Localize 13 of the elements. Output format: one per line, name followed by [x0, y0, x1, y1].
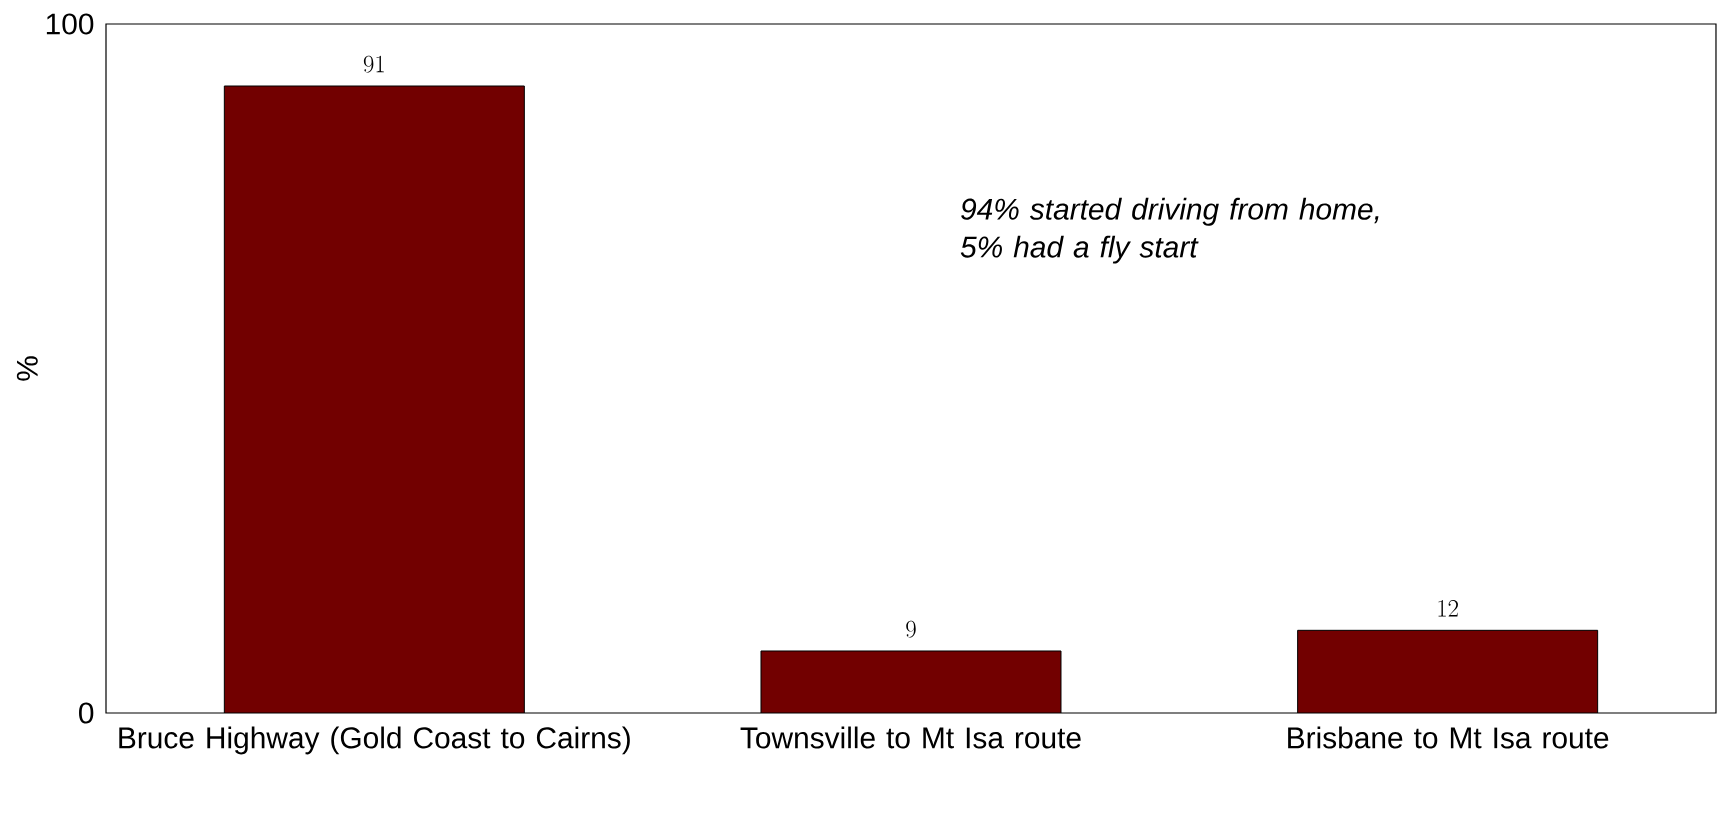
y-tick-label: 0 — [79, 702, 94, 724]
bar — [223, 85, 525, 713]
x-tick-label: Bruce Highway (Gold Coast to Cairns) — [119, 726, 630, 755]
x-tick-label: Brisbane to Mt Isa route — [1288, 726, 1609, 749]
bar — [760, 650, 1062, 713]
annotation: 94% started driving from home, 5% had a fly start — [960, 197, 1379, 264]
data-label: 9 — [906, 620, 916, 638]
x-tick-label: Townsville to Mt Isa route — [740, 726, 1081, 749]
y-axis-title: % — [16, 356, 38, 381]
data-label: 12 — [1438, 600, 1458, 617]
bar — [1297, 629, 1599, 713]
y-tick-label: 100 — [46, 13, 94, 35]
data-label: 91 — [363, 55, 384, 73]
